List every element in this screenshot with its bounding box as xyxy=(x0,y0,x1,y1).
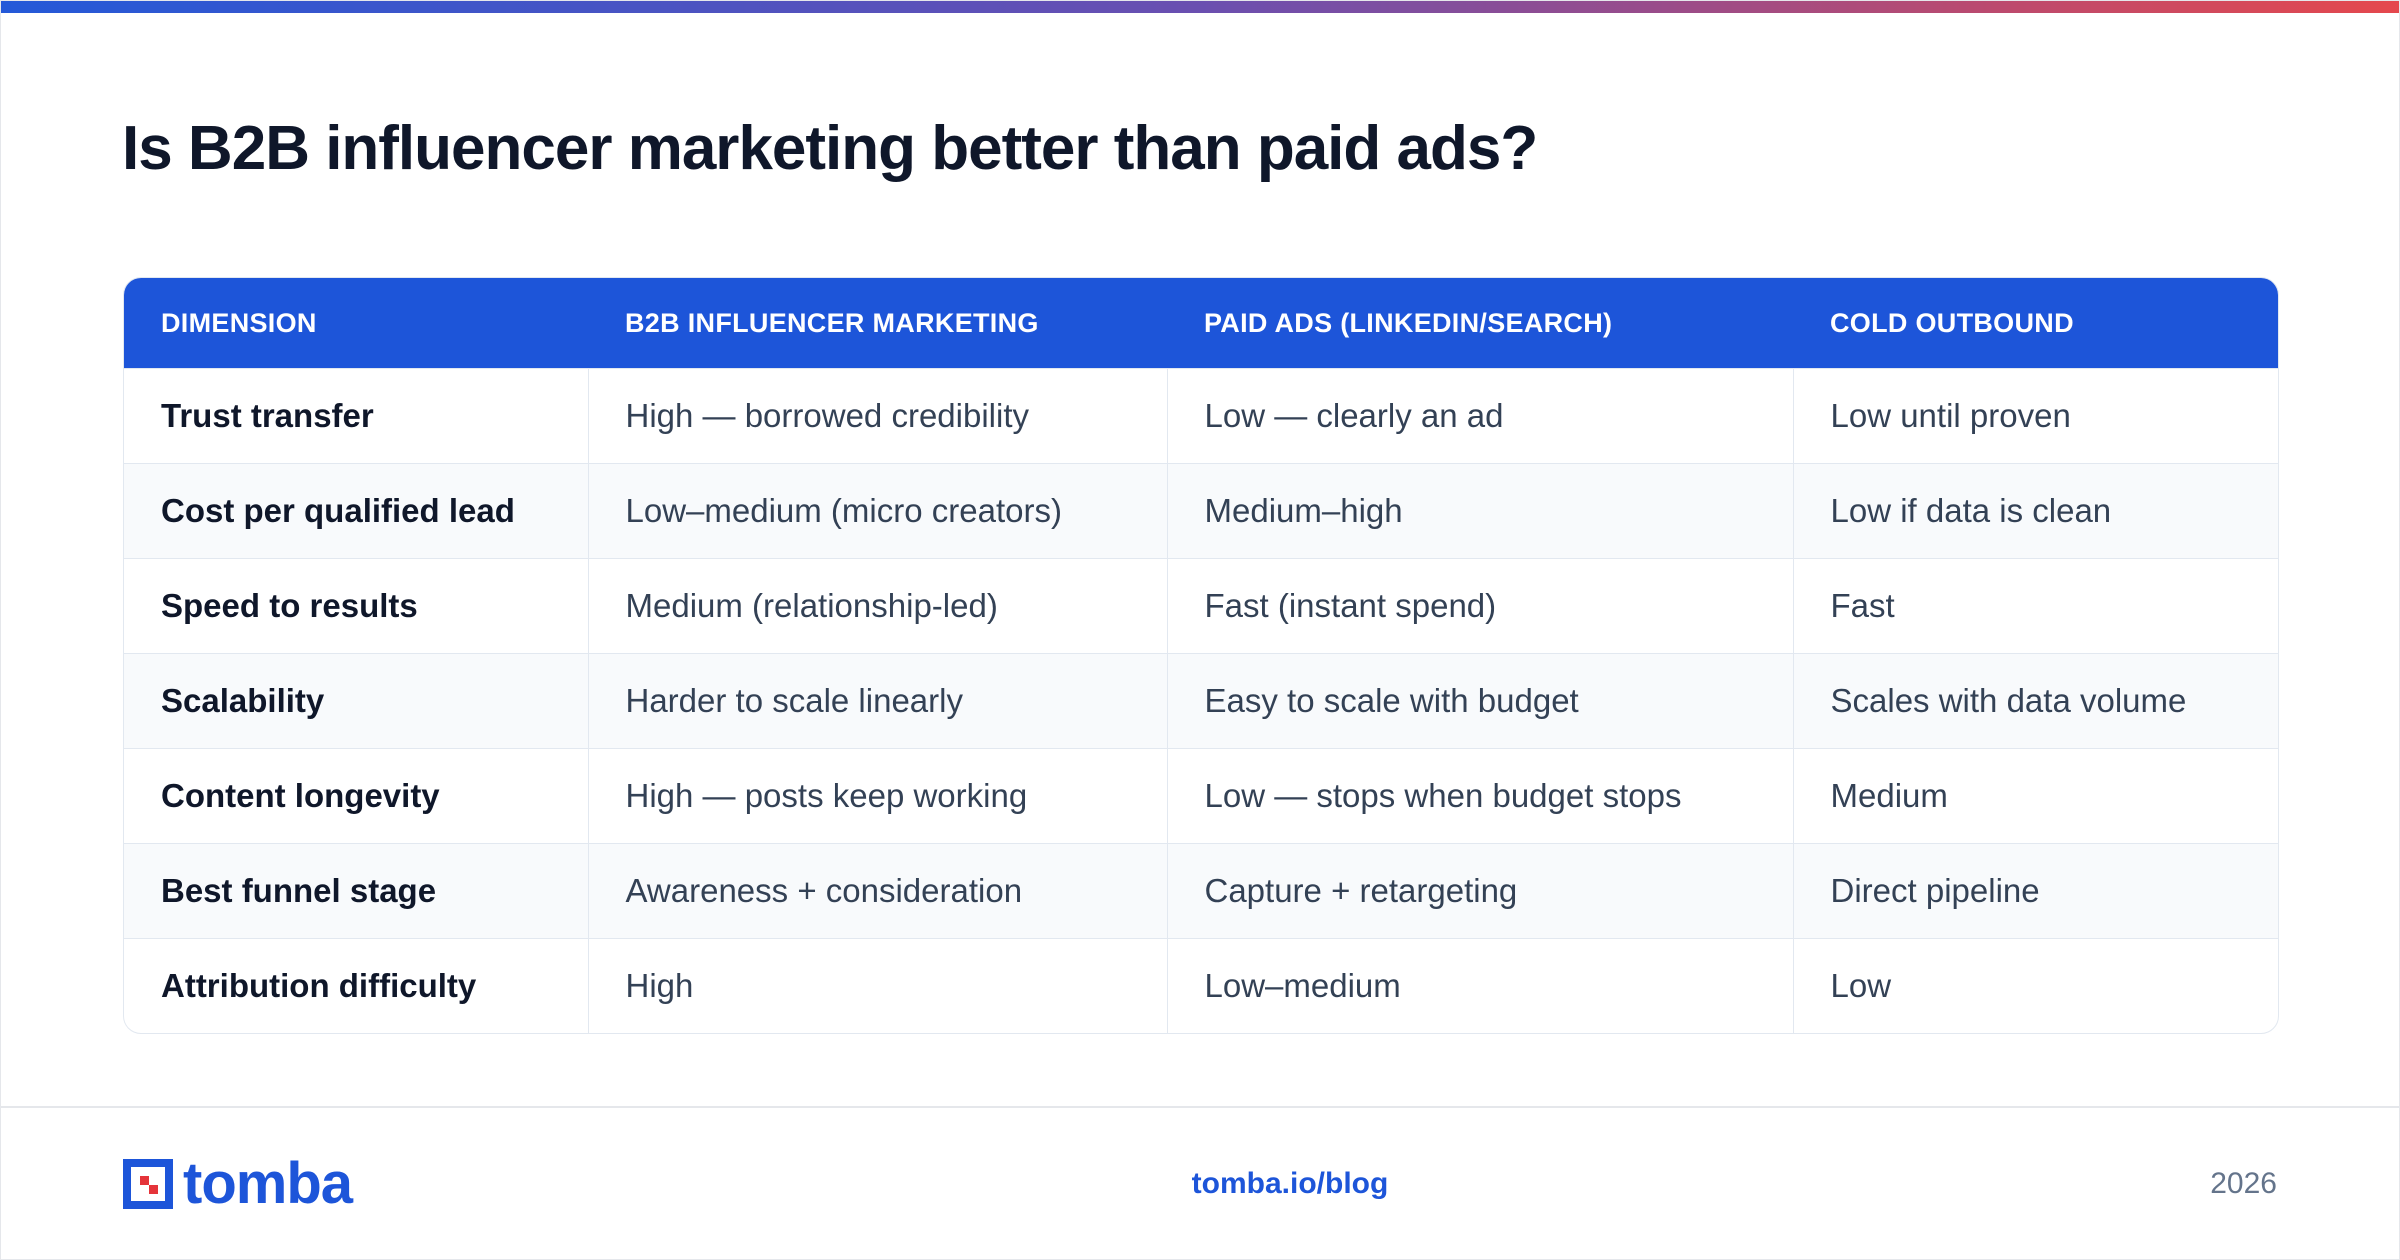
table-cell: Fast xyxy=(1792,558,2278,654)
year: 2026 xyxy=(2210,1167,2277,1200)
blog-link[interactable]: tomba.io/blog xyxy=(1191,1167,1389,1200)
table-cell: Medium–high xyxy=(1166,463,1793,559)
brand-name: tomba xyxy=(183,1151,353,1216)
row-label: Cost per qualified lead xyxy=(124,463,588,559)
table-cell: Direct pipeline xyxy=(1792,843,2278,939)
column-header: B2B INFLUENCER MARKETING xyxy=(588,278,1167,369)
logo-icon xyxy=(123,1159,173,1209)
row-label: Content longevity xyxy=(124,748,588,844)
table-cell: Fast (instant spend) xyxy=(1166,558,1793,654)
column-header: COLD OUTBOUND xyxy=(1793,278,2278,369)
table-cell: Medium (relationship-led) xyxy=(587,558,1167,654)
table-cell: Harder to scale linearly xyxy=(587,653,1167,749)
table-cell: Low–medium (micro creators) xyxy=(587,463,1167,559)
table-cell: High xyxy=(587,938,1167,1033)
table-cell: Low until proven xyxy=(1792,368,2278,464)
comparison-table: DIMENSION B2B INFLUENCER MARKETING PAID AD… xyxy=(124,278,2278,1033)
table-row: Attribution difficulty High Low–medium Low xyxy=(124,938,2278,1033)
table-cell: Low if data is clean xyxy=(1792,463,2278,559)
table-row: Cost per qualified lead Low–medium (micro… xyxy=(124,463,2278,559)
table-cell: Low–medium xyxy=(1166,938,1793,1033)
table-cell: High — posts keep working xyxy=(587,748,1167,844)
title: Is B2B influencer marketing better than … xyxy=(122,114,1538,183)
table-cell: Awareness + consideration xyxy=(587,843,1167,939)
table-cell: Low — clearly an ad xyxy=(1166,368,1793,464)
table-cell: High — borrowed credibility xyxy=(587,368,1167,464)
table-cell: Easy to scale with budget xyxy=(1166,653,1793,749)
row-label: Attribution difficulty xyxy=(124,938,588,1033)
table-cell: Low — stops when budget stops xyxy=(1166,748,1793,844)
row-label: Scalability xyxy=(124,653,588,749)
header-row: DIMENSION B2B INFLUENCER MARKETING PAID AD… xyxy=(124,278,2278,369)
row-label: Speed to results xyxy=(124,558,588,654)
table-row: Trust transfer High — borrowed credibilit… xyxy=(124,368,2278,464)
table-row: Best funnel stage Awareness + considerati… xyxy=(124,843,2278,939)
table-cell: Low xyxy=(1792,938,2278,1033)
top-accent xyxy=(1,1,2399,13)
column-header: PAID ADS (LINKEDIN/SEARCH) xyxy=(1167,278,1793,369)
table-cell: Capture + retargeting xyxy=(1166,843,1793,939)
row-label: Best funnel stage xyxy=(124,843,588,939)
footer-divider xyxy=(1,1106,2399,1108)
column-header: DIMENSION xyxy=(124,278,588,369)
table-cell: Medium xyxy=(1792,748,2278,844)
table-row: Content longevity High — posts keep worki… xyxy=(124,748,2278,844)
table-row: Speed to results Medium (relationship-led… xyxy=(124,558,2278,654)
table-cell: Scales with data volume xyxy=(1792,653,2278,749)
table-body: Trust transfer High — borrowed credibilit… xyxy=(124,368,2278,1033)
logo[interactable]: tomba xyxy=(123,1151,353,1216)
row-label: Trust transfer xyxy=(124,368,588,464)
table-container: DIMENSION B2B INFLUENCER MARKETING PAID AD… xyxy=(123,277,2279,1034)
table-row: Scalability Harder to scale linearly Easy … xyxy=(124,653,2278,749)
